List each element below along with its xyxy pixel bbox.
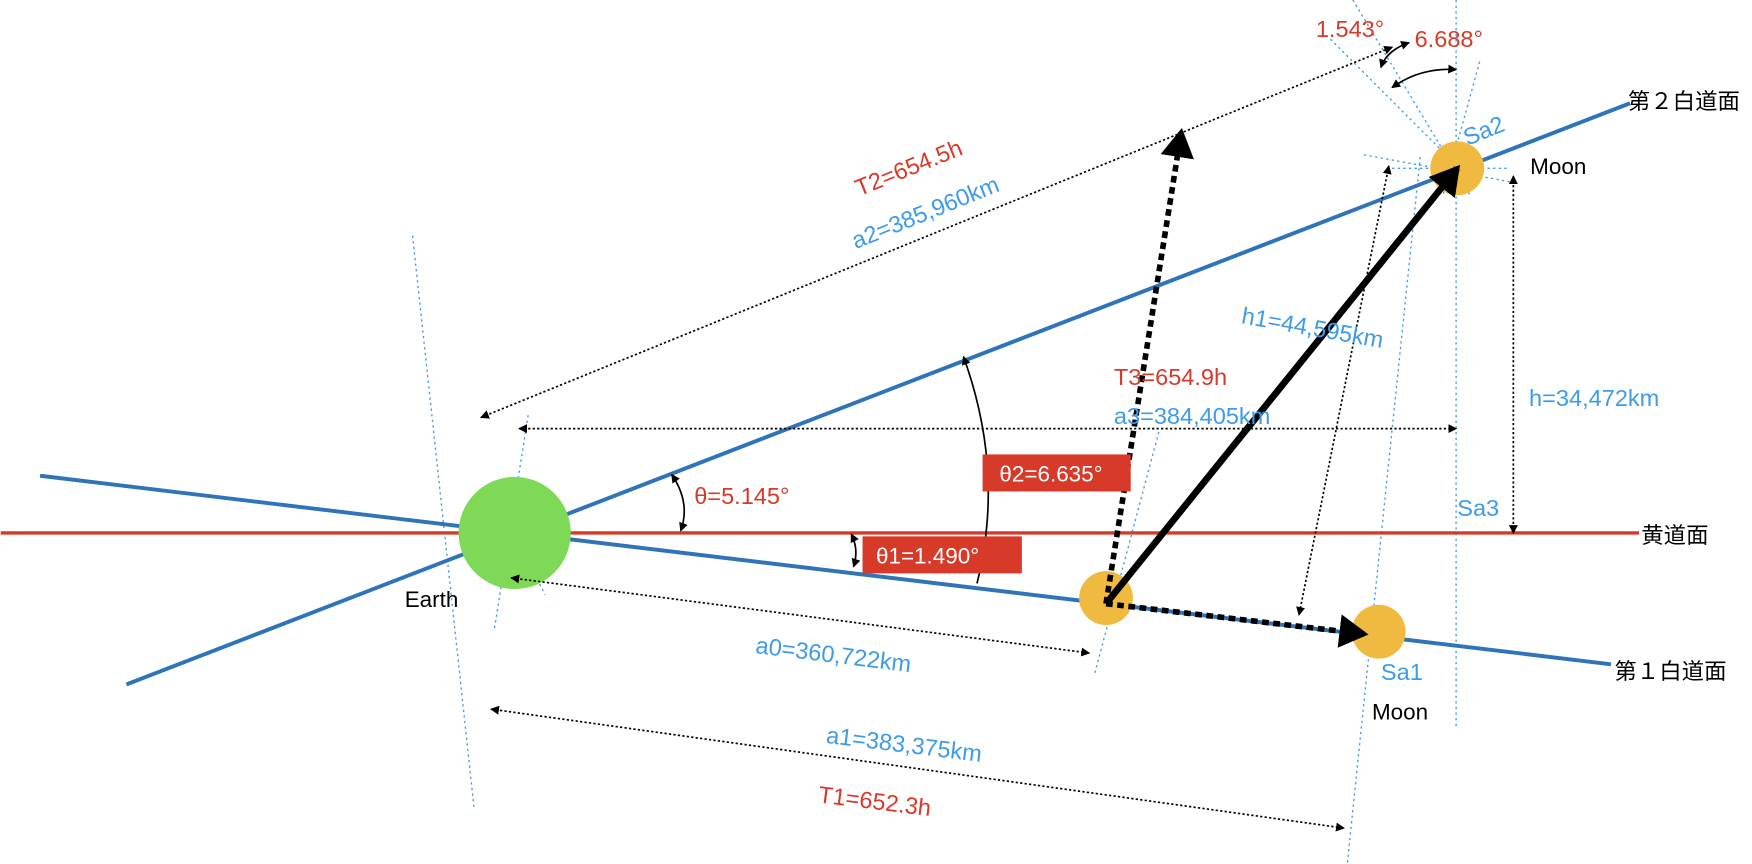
large-angle-arc <box>1391 64 1458 89</box>
t3-label: T3=654.9h <box>1114 364 1227 390</box>
earth-label: Earth <box>405 587 459 612</box>
sa1-label: Sa1 <box>1381 659 1423 685</box>
orbit-component-vector <box>1105 600 1369 648</box>
a2-dimension <box>479 45 1394 419</box>
small-angle-arc <box>1379 41 1411 69</box>
theta2-box <box>982 454 1131 492</box>
a3-label: a3=384,405km <box>1114 403 1270 429</box>
second-orbit-label: 第２白道面 <box>1628 89 1740 114</box>
resultant-vector <box>1103 164 1461 606</box>
theta-label: θ=5.145° <box>694 483 789 509</box>
ecliptic-label: 黄道面 <box>1641 523 1708 548</box>
moon2-label: Moon <box>1530 154 1586 179</box>
moon-sa1 <box>1351 604 1406 659</box>
h1-dimension <box>1296 164 1392 616</box>
a0-dimension <box>510 574 1091 657</box>
moon1-label: Moon <box>1372 699 1428 724</box>
theta2-label: θ2=6.635° <box>999 461 1102 486</box>
theta1-arc <box>850 533 861 568</box>
t1-label: T1=652.3h <box>817 781 933 821</box>
a0-label: a0=360,722km <box>754 632 912 677</box>
h-label: h=34,472km <box>1529 385 1659 411</box>
theta1-box <box>862 536 1022 574</box>
vertical-component-vector <box>1103 127 1194 605</box>
theta-arc <box>671 473 688 532</box>
first-orbit-label: 第１白道面 <box>1614 659 1726 684</box>
theta1-label: θ1=1.490° <box>876 543 979 568</box>
sa2-label: Sa2 <box>1459 111 1508 151</box>
guide-lines <box>411 0 1511 864</box>
large-angle-label: 6.688° <box>1415 26 1483 52</box>
sa3-label: Sa3 <box>1457 495 1499 521</box>
small-angle-label: 1.543° <box>1316 16 1384 42</box>
a1-label: a1=383,375km <box>825 722 983 767</box>
earth <box>458 476 571 590</box>
